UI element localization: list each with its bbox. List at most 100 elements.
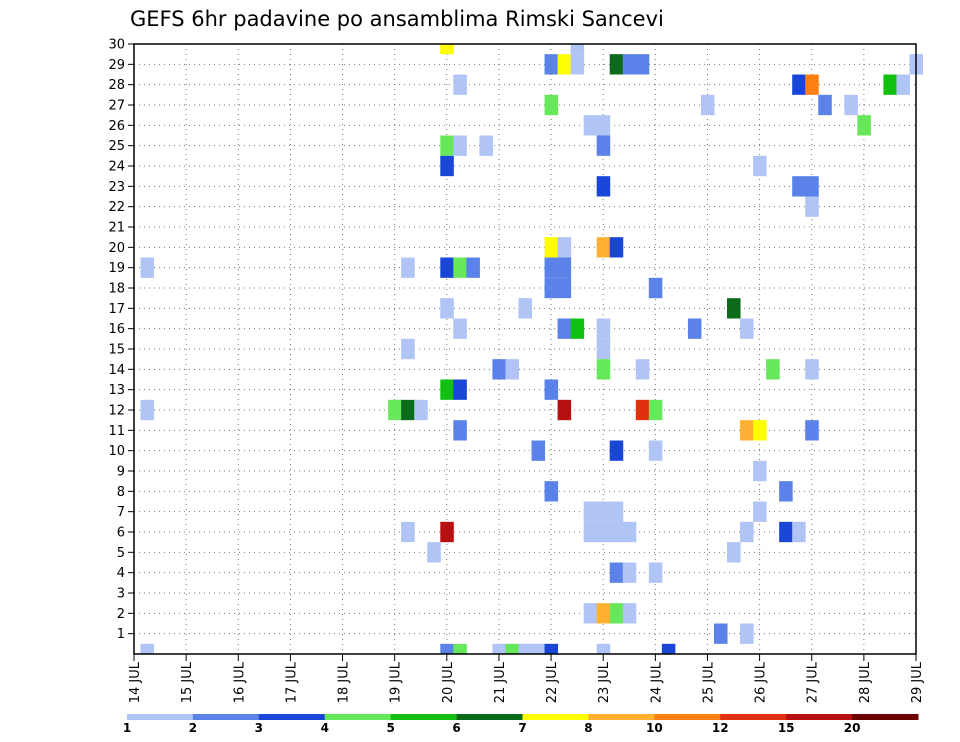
y-tick-label: 4 xyxy=(117,566,125,581)
y-tick-label: 12 xyxy=(108,404,125,419)
heatmap-cell xyxy=(648,399,663,421)
legend-swatch xyxy=(588,714,655,720)
grid-lines xyxy=(134,43,916,654)
heatmap-cell xyxy=(609,440,624,461)
heatmap-cell xyxy=(596,643,611,654)
heatmap-cell xyxy=(740,420,754,441)
heatmap-cell xyxy=(818,94,832,116)
heatmap-cell xyxy=(140,399,155,421)
heatmap-cell xyxy=(700,94,715,116)
legend-swatch xyxy=(258,714,326,720)
chart-title: GEFS 6hr padavine po ansamblima Rimski S… xyxy=(130,7,664,31)
heatmap-cell xyxy=(635,399,650,421)
legend-label: 15 xyxy=(778,721,795,735)
heatmap-cell xyxy=(805,196,819,217)
heatmap-cell xyxy=(453,379,467,400)
heatmap-cell xyxy=(805,176,819,197)
x-tick-label: 24 JUL xyxy=(649,661,664,703)
heatmap-cell xyxy=(753,501,767,522)
legend-label: 4 xyxy=(321,721,329,735)
heatmap-cell xyxy=(596,359,611,380)
x-tick-label: 28 JUL xyxy=(858,661,873,703)
heatmap-cell xyxy=(570,54,585,75)
y-tick-label: 9 xyxy=(117,465,125,480)
heatmap-cell xyxy=(779,481,793,502)
heatmap-cell xyxy=(596,501,611,522)
heatmap-cell xyxy=(740,521,754,543)
legend-label: 2 xyxy=(189,721,197,735)
heatmap-cell xyxy=(544,94,559,116)
heatmap-cell xyxy=(466,257,480,278)
heatmap-cell xyxy=(505,359,519,380)
heatmap-cell xyxy=(453,420,467,441)
y-tick-label: 20 xyxy=(108,241,125,256)
heatmap-cell xyxy=(531,440,546,461)
heatmap-cell xyxy=(609,521,624,543)
heatmap-cell xyxy=(596,318,611,339)
heatmap-cell xyxy=(766,359,780,380)
heatmap-cell xyxy=(531,643,546,654)
x-tick-label: 18 JUL xyxy=(337,661,352,703)
heatmap-cell xyxy=(792,176,806,197)
legend-swatch xyxy=(456,714,523,720)
heatmap-cell xyxy=(140,257,155,278)
heatmap-cell xyxy=(753,460,767,482)
legend-swatch xyxy=(127,714,194,720)
y-tick-label: 29 xyxy=(108,58,125,73)
x-tick-label: 23 JUL xyxy=(597,661,612,703)
heatmap-cell xyxy=(440,298,454,319)
x-tick-label: 15 JUL xyxy=(180,661,195,703)
heatmap-cell xyxy=(388,399,402,421)
heatmap-cell xyxy=(453,318,467,339)
heatmap-cell xyxy=(596,176,611,197)
heatmap-cell xyxy=(609,603,624,624)
heatmap-cell xyxy=(440,135,454,156)
x-tick-label: 16 JUL xyxy=(232,661,247,703)
heatmap-cell xyxy=(557,54,572,75)
heatmap-cell xyxy=(453,643,467,654)
y-tick-label: 13 xyxy=(108,383,125,398)
heatmap-cell xyxy=(805,420,819,441)
heatmap-cell xyxy=(896,74,910,95)
x-tick-label: 26 JUL xyxy=(754,661,769,703)
heatmap-cell xyxy=(401,338,415,360)
heatmap-cell xyxy=(479,135,493,156)
heatmap-cell xyxy=(792,74,806,95)
heatmap-cell xyxy=(713,623,728,644)
y-tick-label: 26 xyxy=(108,119,125,134)
x-axis-ticks: 14 JUL 15 JUL 16 JUL 17 JUL 18 JUL 19 JUL 20 J… xyxy=(128,654,925,703)
y-tick-label: 3 xyxy=(117,587,125,602)
heatmap-cell xyxy=(596,135,611,156)
y-tick-label: 25 xyxy=(108,139,125,154)
x-tick-label: 20 JUL xyxy=(441,661,456,703)
x-tick-label: 22 JUL xyxy=(545,661,560,703)
y-tick-label: 2 xyxy=(117,607,125,622)
heatmap-cell xyxy=(505,643,519,654)
x-tick-label: 27 JUL xyxy=(806,661,821,703)
heatmap-cell xyxy=(492,359,506,380)
heatmap-cell xyxy=(753,420,767,441)
heatmap-cell xyxy=(622,54,637,75)
data-cells xyxy=(140,44,924,654)
y-axis-ticks: 1234567891011121314151617181920212223242… xyxy=(108,38,134,642)
legend-label: 12 xyxy=(712,721,729,735)
heatmap-cell xyxy=(557,237,572,258)
heatmap-cell xyxy=(753,155,767,177)
heatmap-cell xyxy=(440,257,454,278)
heatmap-cell xyxy=(596,338,611,360)
heatmap-cell xyxy=(440,44,454,55)
heatmap-cell xyxy=(570,44,585,55)
heatmap-cell xyxy=(609,237,624,258)
heatmap-cell xyxy=(805,359,819,380)
x-tick-label: 17 JUL xyxy=(284,661,299,703)
x-tick-label: 19 JUL xyxy=(389,661,404,703)
legend-swatch xyxy=(522,714,589,720)
y-tick-label: 6 xyxy=(117,526,125,541)
y-tick-label: 24 xyxy=(108,160,125,175)
y-tick-label: 7 xyxy=(117,505,125,520)
color-legend: 1 2 3 4 5 6 7 8 10 12 15 20 xyxy=(123,714,919,735)
y-tick-label: 8 xyxy=(117,485,125,500)
heatmap-cell xyxy=(427,542,441,563)
legend-label: 20 xyxy=(844,721,861,735)
legend-label: 1 xyxy=(123,721,131,735)
